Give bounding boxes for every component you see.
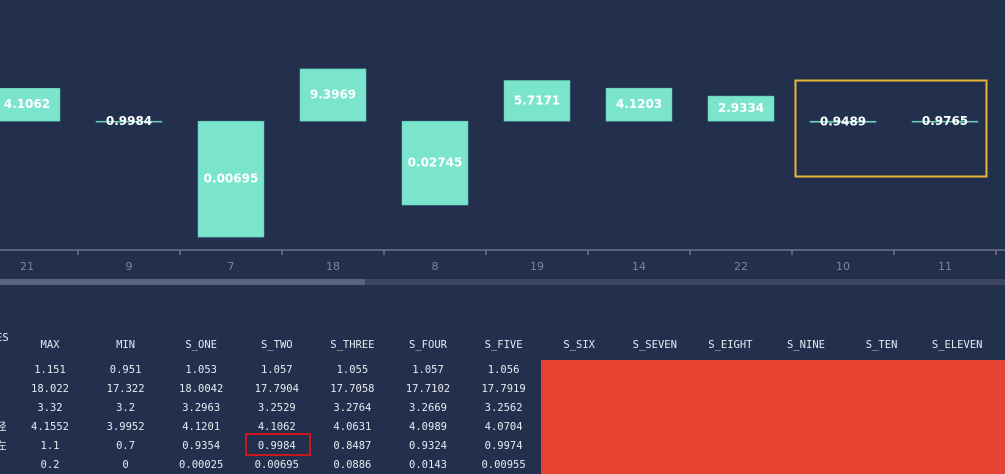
table-cell: 3.2562 [484, 402, 523, 414]
bar [299, 68, 367, 122]
table-cell: 3.2529 [257, 402, 296, 414]
x-tick-label: 7 [228, 260, 235, 273]
table-cell: 0.9984 [257, 440, 296, 452]
table-cell: 17.7904 [254, 383, 299, 395]
bar [95, 120, 163, 123]
table-cell: 18.0042 [179, 383, 224, 395]
value-label: 9.3969 [310, 88, 356, 102]
table-cell: 0.9354 [182, 440, 221, 452]
header-cell: MIN [116, 339, 136, 351]
table-cell: 0.0143 [409, 459, 447, 471]
header-cell: S_EIGHT [708, 339, 753, 351]
table-cell: 3.2963 [182, 402, 221, 414]
bar [911, 120, 979, 123]
table-cell: 3.32 [37, 402, 63, 414]
value-label: 0.9489 [820, 114, 866, 128]
x-tick-label: 22 [734, 260, 748, 273]
table-cell: 17.322 [106, 383, 145, 395]
bar [197, 120, 265, 238]
table-cell: 0.00955 [481, 459, 526, 471]
x-tick-label: 14 [632, 260, 646, 273]
header-cell: S_SEVEN [632, 339, 677, 351]
table-cell: 0.00025 [179, 459, 224, 471]
table-cell: 0.2 [40, 459, 60, 471]
table-cell: 3.9952 [106, 421, 145, 433]
scrollbar-track[interactable] [0, 279, 1005, 285]
value-label: 0.02745 [408, 156, 463, 170]
table-cell: 3.2669 [409, 402, 447, 414]
header-cell: S_TWO [260, 339, 293, 351]
row-label: 左 [0, 440, 7, 452]
table-cell: 0.7 [116, 440, 136, 452]
bar [503, 80, 571, 122]
table-cell: 1.053 [185, 364, 217, 376]
row-label: 径 [0, 421, 7, 433]
scrollbar-thumb[interactable] [0, 279, 365, 285]
table-cell: 1.057 [260, 364, 293, 376]
header-cell: S_FOUR [409, 339, 447, 351]
header-cell: S_FIVE [484, 339, 523, 351]
table-cell: 4.1552 [31, 421, 69, 433]
table-cell: 17.7919 [481, 383, 526, 395]
header-cell: S_ONE [185, 339, 217, 351]
x-tick-label: 9 [126, 260, 133, 273]
value-label: 5.7171 [514, 93, 560, 107]
header-cell: MAX [40, 339, 60, 351]
header-cell: S_TEN [865, 339, 898, 351]
value-label: 4.1203 [616, 97, 662, 111]
table-cell: 4.0704 [484, 421, 523, 433]
table-cell: 3.2 [116, 402, 136, 414]
header-cell: ES [0, 332, 9, 344]
table-cell: 4.0631 [333, 421, 372, 433]
table-cell: 4.1062 [257, 421, 296, 433]
table-cell: 0.0886 [333, 459, 372, 471]
header-cell: S_THREE [330, 339, 375, 351]
table-cell: 0.9974 [484, 440, 523, 452]
table-cell: 18.022 [31, 383, 69, 395]
table-cell: 3.2764 [333, 402, 372, 414]
chart: 21 4.1062 9 0.9984 7 0.00695 18 9.3969 8 0.02745 1… [0, 68, 1005, 285]
bar [707, 95, 775, 122]
bar [401, 120, 469, 206]
cell-highlight [245, 433, 311, 456]
table-cell: 0 [122, 459, 129, 471]
value-label: 0.9984 [106, 114, 152, 128]
table-cell: 1.056 [487, 364, 520, 376]
table-cell: 17.7102 [405, 383, 451, 395]
value-label: 0.00695 [204, 172, 259, 186]
x-tick-label: 11 [938, 260, 952, 273]
table-cell: 0.9324 [409, 440, 447, 452]
table-cell: 17.7058 [330, 383, 375, 395]
table-cell: 1.055 [336, 364, 369, 376]
header-cell: S_SIX [563, 339, 595, 351]
x-tick-label: 8 [432, 260, 439, 273]
table-cell: 0.00695 [254, 459, 299, 471]
table-cell: 1.151 [34, 364, 66, 376]
x-tick-label: 19 [530, 260, 544, 273]
header-cell: S_NINE [787, 339, 825, 351]
header-cell: S_ELEVEN [931, 339, 983, 351]
bar [605, 87, 673, 122]
highlight-box [794, 79, 988, 178]
value-label: 2.9334 [718, 101, 764, 115]
highlight-block [541, 360, 1005, 474]
table-cell: 4.0989 [409, 421, 447, 433]
x-tick-label: 18 [326, 260, 340, 273]
table-cell: 0.8487 [333, 440, 372, 452]
x-tick-label: 21 [20, 260, 34, 273]
value-label: 0.9765 [922, 114, 968, 128]
table-cell: 4.1201 [182, 421, 221, 433]
table-cell: 1.1 [40, 440, 60, 452]
bar [809, 120, 877, 123]
x-tick-label: 10 [836, 260, 850, 273]
table-cell: 0.951 [109, 364, 142, 376]
bar [0, 87, 61, 122]
value-label: 4.1062 [4, 97, 50, 111]
table-cell: 1.057 [412, 364, 444, 376]
